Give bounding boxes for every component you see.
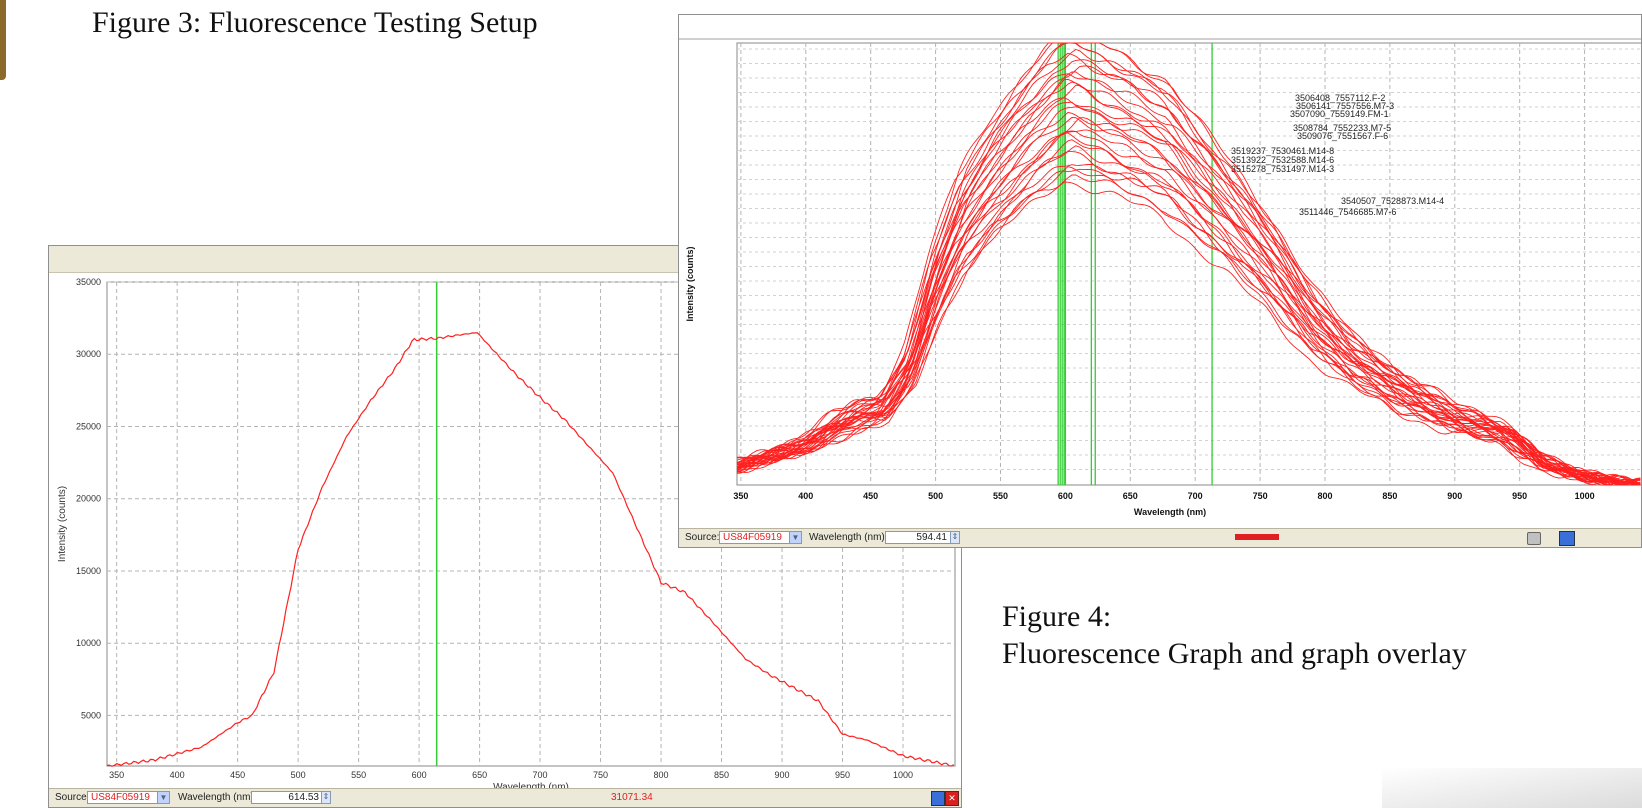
y-tick-label: 20000 <box>76 494 101 504</box>
status-bar: Source: US84F05919 ▼ Wavelength (nm): 59… <box>679 528 1641 547</box>
wavelength-input[interactable]: 594.41 <box>885 531 951 544</box>
figure-4-caption-line-1: Figure 4: <box>1002 600 1112 633</box>
overlay-spectrum-window: 350 400 450 500 550 600 650 700 750 800 850 900 950 1… <box>678 14 1642 548</box>
y-axis-label: Intensity (counts) <box>57 486 68 562</box>
spectrum-overlay-line <box>736 166 1641 486</box>
x-tick-label: 450 <box>230 770 245 780</box>
x-tick-label: 450 <box>863 491 878 501</box>
y-tick-label: 10000 <box>76 638 101 648</box>
status-bar: Source: US84F05919 ▼ Wavelength (nm): 61… <box>49 788 961 807</box>
slide-corner-mark <box>0 0 6 80</box>
intensity-readout: 31071.34 <box>611 792 653 803</box>
x-tick-label: 900 <box>1447 491 1462 501</box>
y-tick-label: 30000 <box>76 349 101 359</box>
spectrum-overlay-line <box>736 163 1641 486</box>
spectrum-overlay-line <box>736 145 1641 485</box>
source-select[interactable]: US84F05919 <box>719 531 791 544</box>
sample-label: 3515278_7531497.M14-3 <box>1231 164 1334 174</box>
y-tick-label: 5000 <box>81 710 101 720</box>
x-tick-label: 1000 <box>893 770 913 780</box>
sample-label: 3513922_7532588.M14-6 <box>1231 155 1334 165</box>
wavelength-input[interactable]: 614.53 <box>251 791 323 804</box>
x-axis-label: Wavelength (nm) <box>1134 507 1206 517</box>
source-select[interactable]: US84F05919 <box>87 791 159 804</box>
x-tick-label: 950 <box>1512 491 1527 501</box>
x-axis-label: Wavelength (nm) <box>493 782 569 791</box>
zoom-icon[interactable] <box>1527 532 1541 545</box>
sample-label: 3509076_7551567.F-6 <box>1297 131 1388 141</box>
spectrum-overlay-line <box>736 59 1641 486</box>
slide-shadow <box>1382 768 1642 808</box>
sample-label: 3506408_7557112.F-2 <box>1295 93 1385 103</box>
export-icon[interactable] <box>931 791 945 806</box>
figure-4-caption-line-2: Fluorescence Graph and graph overlay <box>1002 637 1467 670</box>
y-tick-label: 25000 <box>76 421 101 431</box>
x-tick-label: 550 <box>351 770 366 780</box>
sample-label: 3508784_7552233.M7-5 <box>1293 123 1391 133</box>
x-tick-label: 400 <box>170 770 185 780</box>
wavelength-label: Wavelength (nm): <box>178 792 257 803</box>
x-tick-label: 700 <box>1188 491 1203 501</box>
x-tick-label: 600 <box>1058 491 1073 501</box>
sample-label: 3511446_7546685.M7-6 <box>1299 207 1396 217</box>
spectrum-overlay-line <box>736 42 1641 483</box>
export-icon[interactable] <box>1559 531 1575 546</box>
spectrum-line <box>106 332 955 767</box>
spinner-icon[interactable]: ⇕ <box>321 791 331 804</box>
x-tick-label: 750 <box>1253 491 1268 501</box>
y-tick-label: 15000 <box>76 566 101 576</box>
sample-label: 3506141_7557556.M7-3 <box>1296 101 1394 111</box>
chevron-down-icon[interactable]: ▼ <box>157 791 170 804</box>
wavelength-label: Wavelength (nm): <box>809 532 888 543</box>
spectrum-overlay-line <box>736 130 1641 484</box>
x-tick-label: 500 <box>291 770 306 780</box>
close-icon[interactable]: ✕ <box>945 791 959 806</box>
source-label: Source: <box>55 792 90 803</box>
spectrum-overlay-line <box>736 49 1641 486</box>
x-tick-label: 500 <box>928 491 943 501</box>
x-tick-label: 750 <box>593 770 608 780</box>
sample-label: 3540507_7528873.M14-4 <box>1341 196 1444 206</box>
x-tick-label: 350 <box>109 770 124 780</box>
overlay-spectrum-chart[interactable]: 350 400 450 500 550 600 650 700 750 800 850 900 950 1… <box>679 15 1642 531</box>
source-label: Source: <box>685 532 720 543</box>
y-tick-label: 35000 <box>76 277 101 287</box>
x-tick-label: 850 <box>1382 491 1397 501</box>
x-tick-label: 850 <box>714 770 729 780</box>
x-tick-label: 1000 <box>1575 491 1595 501</box>
chart-header-strip <box>679 15 1641 39</box>
y-axis-label: Intensity (counts) <box>685 246 695 321</box>
x-tick-label: 550 <box>993 491 1008 501</box>
intensity-readout-bar <box>1235 534 1279 540</box>
spectrum-overlay-line <box>736 81 1641 485</box>
x-tick-label: 700 <box>533 770 548 780</box>
x-tick-label: 350 <box>733 491 748 501</box>
figure-3-caption: Figure 3: Fluorescence Testing Setup <box>92 6 538 39</box>
x-tick-label: 800 <box>1317 491 1332 501</box>
x-tick-label: 600 <box>412 770 427 780</box>
x-tick-label: 650 <box>472 770 487 780</box>
x-tick-label: 900 <box>774 770 789 780</box>
x-tick-label: 400 <box>798 491 813 501</box>
chevron-down-icon[interactable]: ▼ <box>789 531 802 544</box>
sample-label: 3507090_7559149.FM-1 <box>1290 109 1389 119</box>
spinner-icon[interactable]: ⇕ <box>950 531 960 544</box>
x-tick-label: 650 <box>1123 491 1138 501</box>
x-tick-label: 950 <box>835 770 850 780</box>
x-tick-label: 800 <box>654 770 669 780</box>
sample-label: 3519237_7530461.M14-8 <box>1231 146 1334 156</box>
